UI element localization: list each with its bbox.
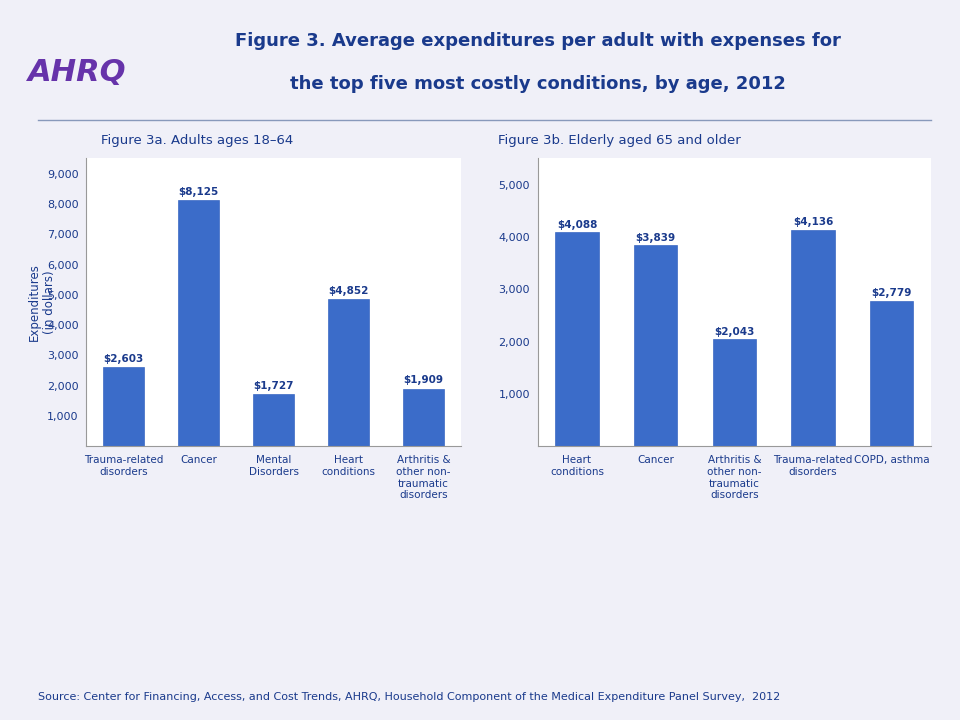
Bar <box>870 301 914 446</box>
Text: Figure 3b. Elderly aged 65 and older: Figure 3b. Elderly aged 65 and older <box>498 134 740 147</box>
Bar <box>104 367 144 446</box>
Text: $1,909: $1,909 <box>403 376 444 385</box>
Text: $4,852: $4,852 <box>328 287 369 296</box>
Text: $8,125: $8,125 <box>179 187 219 197</box>
Text: Figure 3. Average expenditures per adult with expenses for: Figure 3. Average expenditures per adult… <box>234 32 841 50</box>
Bar <box>555 233 599 446</box>
Bar <box>328 300 369 446</box>
Text: AHRQ: AHRQ <box>28 58 126 87</box>
Bar <box>253 394 294 446</box>
Text: $1,727: $1,727 <box>253 381 294 391</box>
Text: $4,136: $4,136 <box>793 217 833 228</box>
Text: the top five most costly conditions, by age, 2012: the top five most costly conditions, by … <box>290 75 785 93</box>
Text: $2,603: $2,603 <box>104 354 144 364</box>
Bar <box>634 246 678 446</box>
Bar <box>791 230 835 446</box>
Bar <box>712 339 756 446</box>
Text: $4,088: $4,088 <box>557 220 597 230</box>
Text: Figure 3a. Adults ages 18–64: Figure 3a. Adults ages 18–64 <box>101 134 293 147</box>
Bar <box>403 389 444 446</box>
Text: $2,043: $2,043 <box>714 327 755 337</box>
Bar <box>179 200 219 446</box>
Text: $3,839: $3,839 <box>636 233 676 243</box>
Text: $2,779: $2,779 <box>872 288 912 298</box>
Y-axis label: Expenditures
(in dollars): Expenditures (in dollars) <box>28 264 56 341</box>
Text: Source: Center for Financing, Access, and Cost Trends, AHRQ, Household Component: Source: Center for Financing, Access, an… <box>38 692 780 702</box>
